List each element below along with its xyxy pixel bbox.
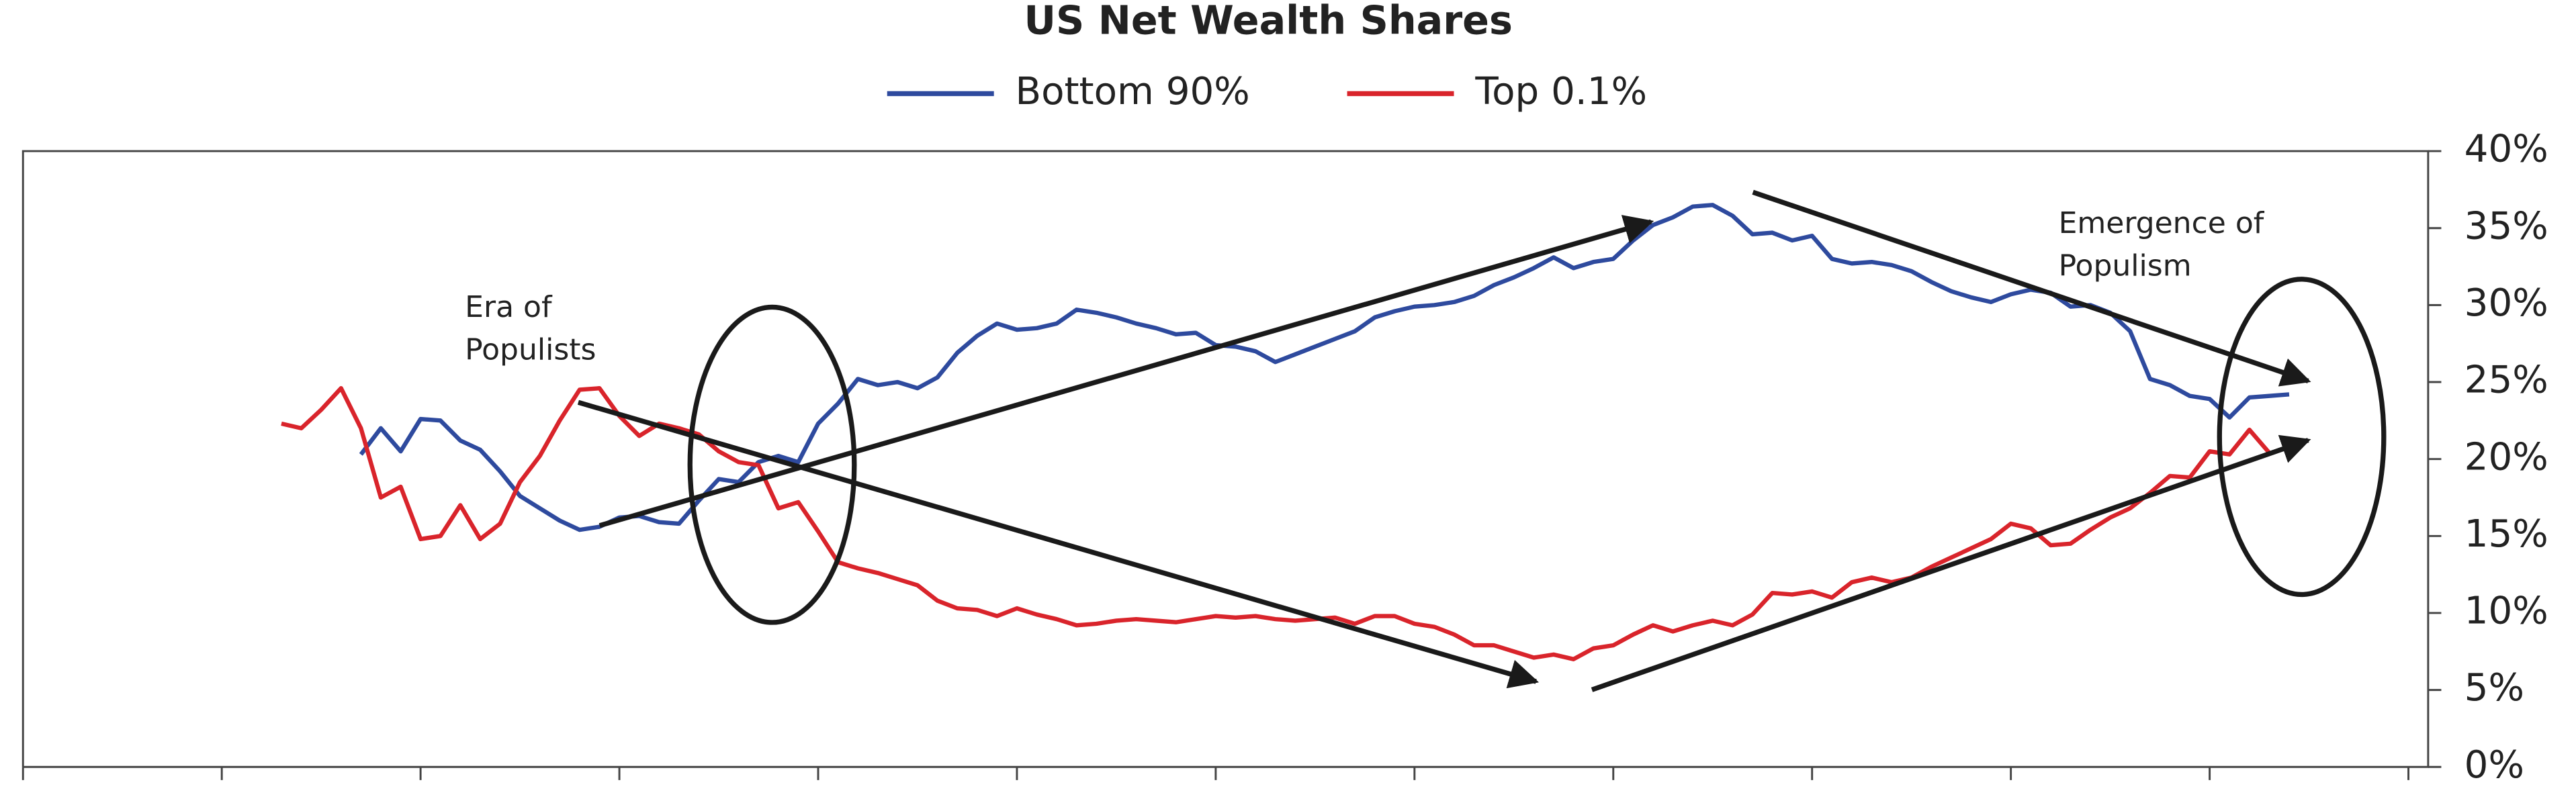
plot-lines <box>281 203 2290 661</box>
highlight-ellipse <box>687 304 857 625</box>
highlight-ellipse <box>2217 277 2387 598</box>
arrows <box>577 189 2387 692</box>
legend-label: Bottom 90% <box>1015 70 1249 113</box>
annotation: Emergence of <box>2059 206 2265 240</box>
y-tick-label: 20% <box>2464 435 2548 479</box>
arrow <box>1752 189 2311 387</box>
annotations: Era of Populists Emergence of Populism <box>465 206 2265 367</box>
y-tick-label: 25% <box>2464 359 2548 402</box>
legend: Bottom 90% Top 0.1% <box>887 70 1647 113</box>
y-tick-label: 15% <box>2464 512 2548 556</box>
chart-title: US Net Wealth Shares <box>1024 0 1513 43</box>
annotation: Populism <box>2059 249 2192 283</box>
series-line <box>359 203 2290 532</box>
arrow <box>598 215 1654 528</box>
arrow <box>1591 434 2311 692</box>
series-line <box>281 386 2271 661</box>
legend-label: Top 0.1% <box>1474 70 1647 113</box>
x-axis <box>21 767 2409 780</box>
arrow <box>577 399 1540 689</box>
y-axis: 0% 5% 10% 15% 20% 25% 30% 35% 40% <box>2428 128 2548 787</box>
plot-frame <box>21 150 2430 768</box>
annotation: Populists <box>465 332 596 367</box>
annotation: Era of <box>465 290 553 324</box>
y-tick-label: 10% <box>2464 590 2548 633</box>
y-tick-label: 35% <box>2464 204 2548 248</box>
y-tick-label: 30% <box>2464 281 2548 325</box>
y-tick-label: 0% <box>2464 743 2524 787</box>
y-tick-label: 5% <box>2464 666 2524 710</box>
y-tick-label: 40% <box>2464 128 2548 171</box>
